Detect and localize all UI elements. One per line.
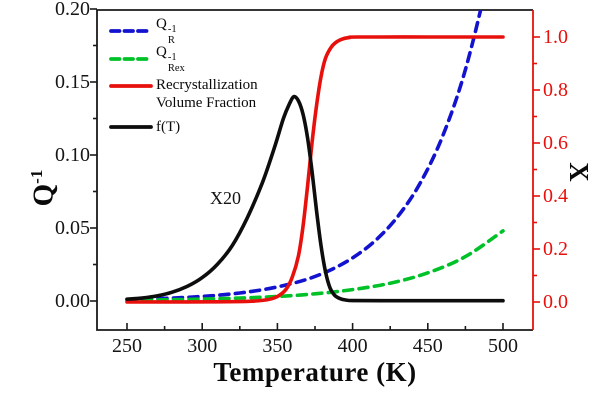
legend-label-recrystallization-line1: Recrystallization	[156, 77, 258, 93]
curve-q-rex-1	[125, 229, 505, 303]
y-left-tick-label: 0.05	[55, 217, 90, 239]
legend-label-qrex-base: Q	[156, 43, 167, 60]
right-axis-title: X	[564, 162, 594, 182]
dashed-line-sample-icon	[109, 28, 153, 33]
legend-item-qr: Q -1 R	[109, 15, 258, 46]
x-tick-label: 400	[337, 335, 368, 357]
legend-item-recrystallization: Recrystallization Volume Fraction	[109, 76, 258, 114]
legend-label-qr: Q -1 R	[156, 15, 177, 46]
x-tick-label: 300	[187, 335, 218, 357]
x20-annotation: X20	[210, 188, 241, 208]
legend-label-qr-sup: -1	[167, 23, 177, 35]
solid-line-sample-icon	[109, 124, 153, 129]
legend-item-qrex: Q -1 Rex	[109, 43, 258, 74]
y-left-tick-label: 0.15	[55, 71, 90, 93]
legend-item-ft: f(T)	[109, 114, 258, 139]
y-left-tick-label: 0.20	[55, 0, 90, 20]
y-right-tick-label: 0.2	[543, 238, 568, 260]
y-left-tick-label: 0.00	[55, 290, 90, 312]
legend-label-recrystallization-line2: Volume Fraction	[156, 95, 257, 111]
legend-label-qr-sub: R	[167, 35, 175, 46]
left-axis-title: Q-1	[20, 146, 60, 230]
curve-recrystallization-volume-fraction	[125, 35, 505, 304]
y-right-tick-label: 0.4	[543, 185, 568, 207]
legend: Q -1 R Q -1 Rex Recrystallization Volume Frac…	[109, 15, 258, 139]
legend-label-qrex-sub: Rex	[167, 63, 185, 74]
legend-label-recrystallization: Recrystallization Volume Fraction	[156, 76, 258, 112]
y-right-tick-label: 0.8	[543, 79, 568, 101]
left-axis-title-base: Q	[27, 183, 60, 207]
solid-line-sample-icon	[109, 84, 153, 88]
legend-label-qrex: Q -1 Rex	[156, 43, 185, 74]
legend-label-ft: f(T)	[156, 118, 181, 135]
y-left-tick-label: 0.10	[55, 144, 90, 166]
x-tick-label: 250	[112, 335, 142, 357]
x-tick-label: 500	[488, 335, 518, 357]
y-right-tick-label: 0.6	[543, 132, 568, 154]
curve-f-t-x20-	[125, 94, 505, 303]
y-right-tick-label: 0.0	[543, 291, 568, 313]
dashed-line-sample-icon	[109, 56, 153, 61]
x-tick-label: 450	[412, 335, 443, 357]
legend-label-qr-base: Q	[156, 15, 167, 32]
left-axis-title-sup: -1	[27, 169, 46, 184]
x-tick-label: 350	[262, 335, 293, 357]
x-axis-title: Temperature (K)	[213, 357, 417, 387]
y-right-tick-label: 1.0	[543, 26, 568, 48]
legend-label-qrex-sup: -1	[167, 51, 177, 63]
